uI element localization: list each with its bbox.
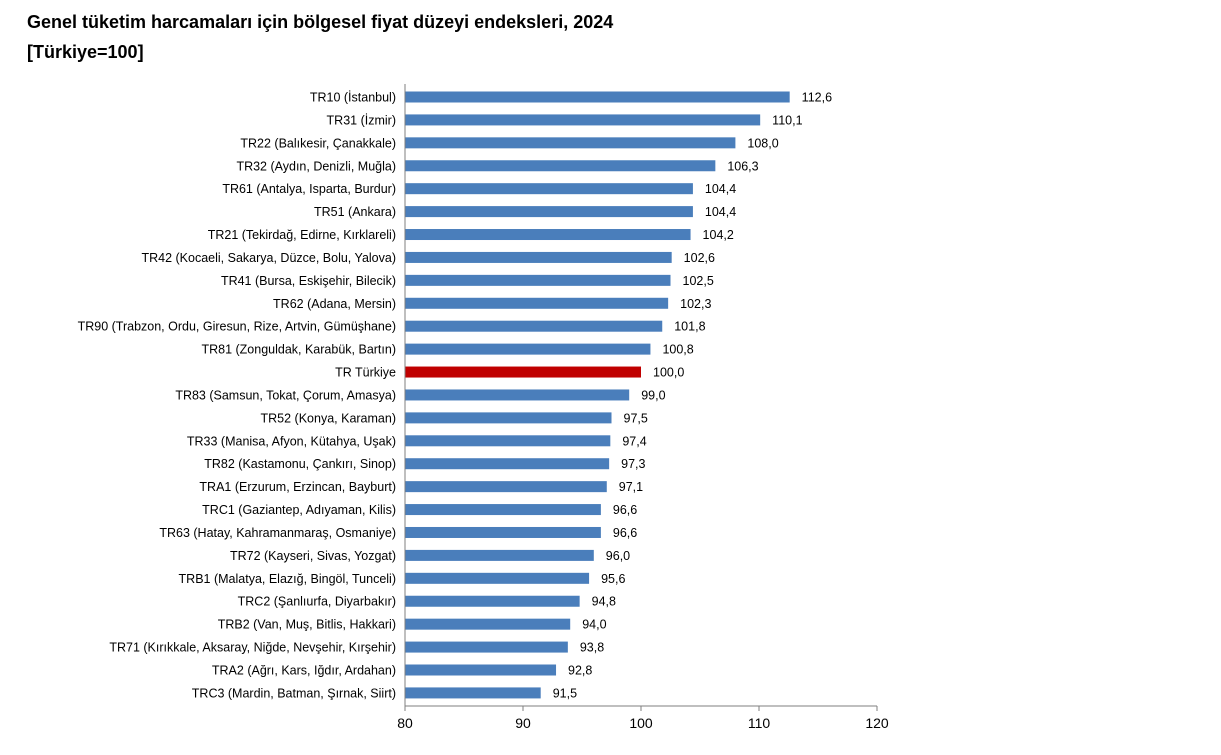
category-label: TRC3 (Mardin, Batman, Şırnak, Siirt) [192, 686, 396, 700]
category-label: TRB2 (Van, Muş, Bitlis, Hakkari) [218, 618, 396, 632]
bar [405, 549, 594, 561]
chart-title: Genel tüketim harcamaları için bölgesel … [27, 12, 614, 32]
data-label: 93,8 [580, 641, 604, 655]
bar-highlight [405, 366, 641, 378]
data-label: 94,0 [582, 618, 606, 632]
category-label: TR81 (Zonguldak, Karabük, Bartın) [201, 343, 396, 357]
data-label: 96,6 [613, 503, 637, 517]
bar [405, 251, 672, 263]
category-label: TR83 (Samsun, Tokat, Çorum, Amasya) [175, 388, 396, 402]
bar [405, 641, 568, 653]
category-label: TR52 (Konya, Karaman) [261, 411, 396, 425]
bar [405, 481, 607, 493]
data-label: 92,8 [568, 664, 592, 678]
data-label: 91,5 [553, 686, 577, 700]
category-label: TR32 (Aydın, Denizli, Muğla) [236, 159, 396, 173]
category-label: TR90 (Trabzon, Ordu, Giresun, Rize, Artv… [78, 320, 396, 334]
data-label: 102,6 [684, 251, 715, 265]
x-tick-label: 120 [865, 715, 889, 731]
category-label: TR62 (Adana, Mersin) [273, 297, 396, 311]
bar [405, 137, 736, 149]
data-label: 102,3 [680, 297, 711, 311]
data-label: 102,5 [683, 274, 714, 288]
category-label: TRB1 (Malatya, Elazığ, Bingöl, Tunceli) [179, 572, 396, 586]
bar [405, 412, 612, 424]
category-label: TRA1 (Erzurum, Erzincan, Bayburt) [199, 480, 396, 494]
x-tick-label: 80 [397, 715, 413, 731]
x-tick-label: 90 [515, 715, 531, 731]
bar [405, 458, 610, 470]
bar [405, 320, 663, 332]
data-label: 101,8 [674, 320, 705, 334]
bar [405, 274, 671, 286]
category-label: TR41 (Bursa, Eskişehir, Bilecik) [221, 274, 396, 288]
data-label: 97,5 [624, 411, 648, 425]
data-label: 95,6 [601, 572, 625, 586]
data-label: 100,0 [653, 366, 684, 380]
bar [405, 91, 790, 103]
bar [405, 595, 580, 607]
data-label: 99,0 [641, 388, 665, 402]
data-label: 112,6 [802, 91, 832, 105]
category-label: TR63 (Hatay, Kahramanmaraş, Osmaniye) [159, 526, 396, 540]
bar [405, 389, 630, 401]
data-label: 104,4 [705, 205, 736, 219]
x-tick-label: 110 [748, 715, 771, 731]
bar [405, 343, 651, 355]
bar [405, 206, 693, 218]
category-label: TR51 (Ankara) [314, 205, 396, 219]
bar [405, 664, 557, 676]
category-label: TR21 (Tekirdağ, Edirne, Kırklareli) [208, 228, 396, 242]
data-label: 104,2 [703, 228, 734, 242]
x-tick-label: 100 [629, 715, 653, 731]
category-label: TR Türkiye [335, 366, 396, 380]
category-label: TRC2 (Şanlıurfa, Diyarbakır) [238, 595, 396, 609]
data-label: 94,8 [592, 595, 616, 609]
category-label: TR61 (Antalya, Isparta, Burdur) [222, 182, 396, 196]
bar [405, 618, 571, 630]
bar [405, 229, 691, 241]
category-label: TRA2 (Ağrı, Kars, Iğdır, Ardahan) [212, 664, 396, 678]
data-label: 104,4 [705, 182, 736, 196]
data-label: 100,8 [662, 343, 693, 357]
bar [405, 297, 669, 309]
data-label: 96,0 [606, 549, 630, 563]
data-label: 97,3 [621, 457, 645, 471]
data-label: 106,3 [727, 159, 758, 173]
data-label: 97,1 [619, 480, 643, 494]
category-label: TR33 (Manisa, Afyon, Kütahya, Uşak) [187, 434, 396, 448]
category-label: TRC1 (Gaziantep, Adıyaman, Kilis) [202, 503, 396, 517]
bar [405, 160, 716, 172]
category-label: TR82 (Kastamonu, Çankırı, Sinop) [204, 457, 396, 471]
chart-subtitle: [Türkiye=100] [27, 42, 144, 62]
bar [405, 687, 541, 699]
category-label: TR71 (Kırıkkale, Aksaray, Niğde, Nevşehi… [109, 641, 396, 655]
category-label: TR31 (İzmir) [327, 113, 396, 127]
bar [405, 435, 611, 447]
category-label: TR42 (Kocaeli, Sakarya, Düzce, Bolu, Yal… [141, 251, 396, 265]
category-label: TR22 (Balıkesir, Çanakkale) [240, 136, 396, 150]
data-label: 108,0 [747, 136, 778, 150]
category-label: TR10 (İstanbul) [310, 91, 396, 105]
bar [405, 526, 601, 538]
data-label: 97,4 [622, 434, 646, 448]
bar [405, 504, 601, 516]
bar [405, 572, 590, 584]
data-label: 110,1 [772, 113, 802, 127]
data-label: 96,6 [613, 526, 637, 540]
bar [405, 183, 693, 195]
bar [405, 114, 761, 126]
category-label: TR72 (Kayseri, Sivas, Yozgat) [230, 549, 396, 563]
